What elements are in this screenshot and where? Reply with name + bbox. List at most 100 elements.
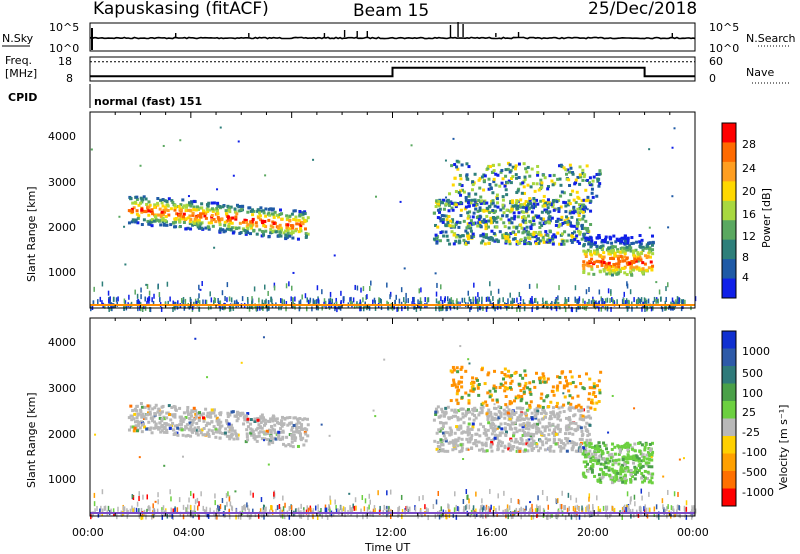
echo-cell <box>639 452 643 456</box>
echo-cell <box>427 508 429 514</box>
echo-cell <box>401 514 403 520</box>
echo-cell <box>499 414 503 418</box>
echo-cell <box>175 212 179 216</box>
echo-cell <box>442 207 446 211</box>
echo-cell <box>536 404 540 408</box>
echo-cell <box>153 215 157 219</box>
echo-cell <box>217 418 221 422</box>
echo-cell <box>460 448 464 452</box>
echo-cell <box>220 424 224 428</box>
echo-cell <box>307 507 310 513</box>
echo-cell <box>162 144 165 147</box>
echo-cell <box>143 304 145 310</box>
echo-cell <box>581 433 585 437</box>
echo-cell <box>560 190 564 194</box>
echo-cell <box>294 508 297 514</box>
echo-cell <box>582 244 586 248</box>
echo-cell <box>493 416 497 420</box>
echo-cell <box>196 497 199 503</box>
echo-cell <box>648 246 652 250</box>
echo-cell <box>596 447 600 451</box>
echo-cell <box>629 265 633 269</box>
echo-cell <box>495 238 499 242</box>
echo-cell <box>567 199 571 203</box>
echo-cell <box>437 490 440 496</box>
echo-cell <box>267 290 269 296</box>
echo-cell <box>159 430 163 434</box>
echo-cell <box>588 438 592 442</box>
echo-cell <box>454 440 458 444</box>
echo-cell <box>621 514 623 520</box>
echo-cell <box>641 495 643 501</box>
echo-cell <box>558 381 562 385</box>
echo-cell <box>555 401 559 405</box>
echo-cell <box>190 428 194 432</box>
echo-cell <box>509 387 513 391</box>
echo-cell <box>161 213 165 217</box>
echo-cell <box>504 174 508 178</box>
echo-cell <box>415 306 418 312</box>
echo-cell <box>508 221 512 225</box>
echo-cell <box>168 426 172 430</box>
echo-cell <box>511 230 515 234</box>
echo-cell <box>264 432 268 436</box>
echo-cell <box>151 297 153 303</box>
echo-cell <box>227 491 229 497</box>
echo-cell <box>466 440 470 444</box>
echo-cell <box>518 241 522 245</box>
echo-cell <box>543 380 547 384</box>
echo-cell <box>194 431 198 435</box>
echo-cell <box>529 501 532 504</box>
echo-cell <box>365 511 367 517</box>
echo-cell <box>195 205 199 209</box>
echo-cell <box>532 198 536 202</box>
echo-cell <box>145 413 149 417</box>
echo-cell <box>467 165 471 169</box>
echo-cell <box>616 299 618 305</box>
echo-cell <box>481 219 485 223</box>
echo-cell <box>556 177 560 181</box>
echo-cell <box>514 411 518 415</box>
echo-cell <box>467 214 471 218</box>
echo-cell <box>214 500 216 506</box>
echo-cell <box>440 443 444 447</box>
echo-cell <box>597 172 601 176</box>
echo-cell <box>274 437 278 441</box>
echo-cell <box>621 250 625 254</box>
echo-cell <box>212 208 216 212</box>
echo-cell <box>421 512 423 518</box>
echo-cell <box>611 297 613 303</box>
echo-cell <box>498 297 501 303</box>
echo-cell <box>189 425 193 429</box>
echo-cell <box>586 409 590 413</box>
echo-cell <box>488 210 492 214</box>
echo-cell <box>586 405 590 409</box>
echo-cell <box>462 499 465 505</box>
echo-cell <box>227 424 231 428</box>
echo-cell <box>522 185 526 189</box>
echo-cell <box>130 414 134 418</box>
echo-cell <box>442 434 446 438</box>
echo-cell <box>488 204 492 208</box>
echo-cell <box>473 198 477 202</box>
echo-cell <box>191 223 195 227</box>
echo-cell <box>539 396 543 400</box>
echo-cell <box>217 504 219 510</box>
echo-cell <box>441 421 445 425</box>
echo-cell <box>515 396 519 400</box>
echo-cell <box>526 183 530 187</box>
echo-cell <box>470 235 474 239</box>
echo-cell <box>559 205 563 209</box>
echo-cell <box>633 465 637 469</box>
echo-cell <box>643 506 645 512</box>
echo-cell <box>536 409 540 413</box>
noise-panel: N.Sky 10^5 10^0 N.Search 10^5 10^0 <box>2 21 796 55</box>
echo-cell <box>189 227 193 231</box>
echo-cell <box>497 493 499 499</box>
echo-cell <box>170 199 174 203</box>
echo-cell <box>576 504 579 510</box>
echo-cell <box>605 262 609 266</box>
echo-cell <box>547 428 551 432</box>
echo-cell <box>566 168 570 172</box>
echo-cell <box>567 389 571 393</box>
